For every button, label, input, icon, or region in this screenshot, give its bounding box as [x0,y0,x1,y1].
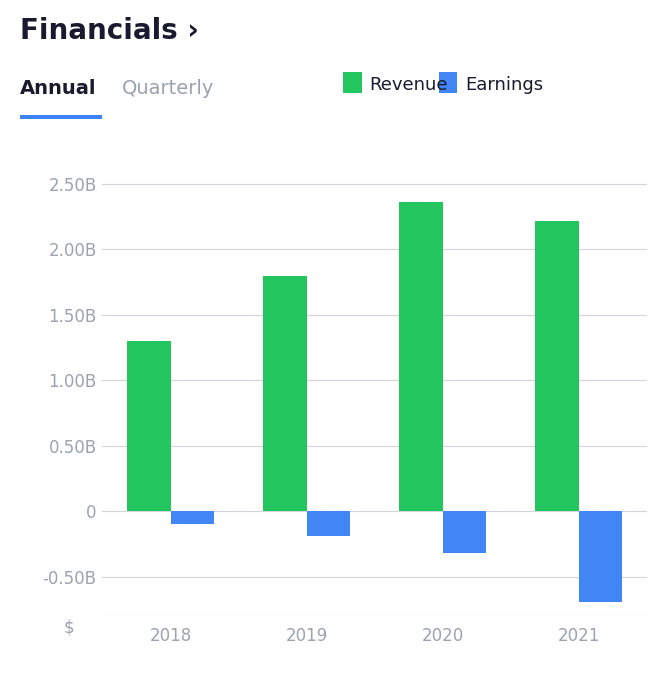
Bar [263,276,306,511]
Text: Revenue: Revenue [370,76,448,94]
Text: Annual: Annual [20,79,96,98]
Text: Earnings: Earnings [465,76,543,94]
Bar [306,511,350,536]
Text: Quarterly: Quarterly [122,79,214,98]
Bar [535,221,579,511]
Bar [399,202,443,511]
Bar [170,511,214,524]
Bar [127,341,170,511]
Text: Financials ›: Financials › [20,17,199,45]
Bar [443,511,486,553]
Bar [579,511,622,602]
Text: $: $ [63,619,74,636]
